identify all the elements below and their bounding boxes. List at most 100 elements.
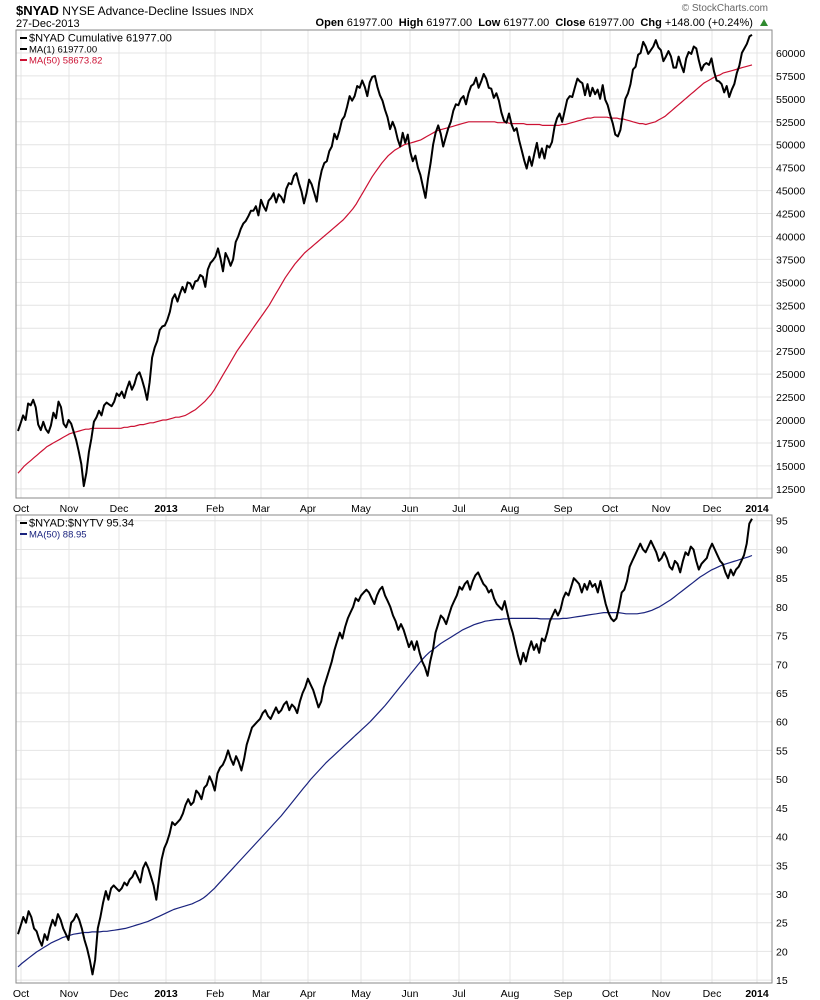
quote-high-label: High xyxy=(398,17,424,29)
chart-panel-1: 12500 15000 17500 20000 22500 25000 27500 30000… xyxy=(13,29,805,515)
legend-label: $NYAD:$NYTV 95.34 xyxy=(29,518,134,530)
x-tick-label: Dec xyxy=(703,988,722,1000)
chart-title: $NYAD NYSE Advance-Decline Issues INDX xyxy=(16,3,254,18)
y-tick-label: 65 xyxy=(776,688,788,700)
series-line-ma-50- xyxy=(17,554,753,968)
x-tick-label: Nov xyxy=(60,503,79,515)
y-tick-label: 32500 xyxy=(776,300,805,312)
y-tick-label: 27500 xyxy=(776,346,805,358)
x-tick-label: Sep xyxy=(554,503,573,515)
y-tick-label: 37500 xyxy=(776,254,805,266)
source-credit: © StockCharts.com xyxy=(681,3,768,14)
plot-border xyxy=(15,514,773,984)
x-tick-label: Mar xyxy=(252,503,271,515)
x-tick-label: Feb xyxy=(206,988,224,1000)
y-tick-label: 75 xyxy=(776,631,788,643)
series-line-ma-50- xyxy=(17,64,753,474)
legend-label: MA(50) 88.95 xyxy=(29,530,87,541)
y-tick-label: 85 xyxy=(776,573,788,585)
x-tick-label: May xyxy=(351,988,372,1000)
y-tick-label: 30 xyxy=(776,889,788,901)
y-tick-label: 50000 xyxy=(776,140,805,152)
series-line--nyad xyxy=(17,33,753,488)
y-tick-label: 52500 xyxy=(776,117,805,129)
x-tick-label: Nov xyxy=(652,988,671,1000)
x-tick-label: Aug xyxy=(501,503,520,515)
y-tick-label: 55000 xyxy=(776,94,805,106)
x-tick-label: Oct xyxy=(13,503,29,515)
y-tick-label: 80 xyxy=(776,602,788,614)
chart-date: 27-Dec-2013 xyxy=(16,18,80,30)
x-tick-label: 2014 xyxy=(745,988,769,1000)
x-tick-label: Oct xyxy=(13,988,29,1000)
plot-border xyxy=(15,29,773,499)
y-tick-label: 25000 xyxy=(776,369,805,381)
y-tick-label: 17500 xyxy=(776,438,805,450)
symbol-name: NYSE Advance-Decline Issues xyxy=(62,4,227,18)
x-tick-label: Dec xyxy=(110,503,129,515)
y-tick-label: 12500 xyxy=(776,484,805,496)
y-tick-label: 35000 xyxy=(776,277,805,289)
quote-chg-value: +148.00 (+0.24%) xyxy=(664,17,753,29)
symbol: $NYAD xyxy=(16,3,59,18)
y-tick-label: 15000 xyxy=(776,461,805,473)
x-tick-label: Jun xyxy=(402,988,419,1000)
y-tick-label: 50 xyxy=(776,774,788,786)
y-tick-label: 57500 xyxy=(776,71,805,83)
y-tick-label: 95 xyxy=(776,516,788,528)
quote-open-value: 61977.00 xyxy=(346,17,393,29)
exchange: INDX xyxy=(229,7,254,18)
y-tick-label: 60 xyxy=(776,717,788,729)
x-tick-label: Nov xyxy=(60,988,79,1000)
x-tick-label: May xyxy=(351,503,372,515)
x-tick-label: Mar xyxy=(252,988,271,1000)
x-tick-label: Apr xyxy=(300,988,317,1000)
quote-open-label: Open xyxy=(315,17,344,29)
chart-header: $NYAD NYSE Advance-Decline Issues INDX 2… xyxy=(16,3,772,33)
quote-low-value: 61977.00 xyxy=(503,17,550,29)
y-tick-label: 45000 xyxy=(776,186,805,198)
x-tick-label: Aug xyxy=(501,988,520,1000)
y-tick-label: 20 xyxy=(776,946,788,958)
y-tick-label: 35 xyxy=(776,860,788,872)
chart-panel-2: 15 20 25 30 35 40 45 50 55 60 65 70 75 80 85 90 95 Oct Nov… xyxy=(13,514,788,1000)
x-tick-label: Dec xyxy=(110,988,129,1000)
quote-close-label: Close xyxy=(555,17,586,29)
x-tick-label: Nov xyxy=(652,503,671,515)
series-line--nyad-nytv xyxy=(17,518,753,976)
x-tick-label: Jul xyxy=(452,988,465,1000)
y-tick-label: 20000 xyxy=(776,415,805,427)
x-tick-label: 2013 xyxy=(154,988,178,1000)
x-tick-label: Dec xyxy=(703,503,722,515)
quote-high-value: 61977.00 xyxy=(426,17,473,29)
legend-label: MA(1) 61977.00 xyxy=(29,45,97,56)
y-tick-label: 22500 xyxy=(776,392,805,404)
x-tick-label: Oct xyxy=(602,503,618,515)
y-tick-label: 55 xyxy=(776,745,788,757)
legend-label: MA(50) 58673.82 xyxy=(29,56,102,67)
quote-chg-label: Chg xyxy=(640,17,662,29)
plot-area xyxy=(16,30,772,498)
y-tick-label: 30000 xyxy=(776,323,805,335)
quote-low-label: Low xyxy=(478,17,501,29)
x-tick-label: Sep xyxy=(554,988,573,1000)
up-arrow-icon xyxy=(760,19,768,26)
y-tick-label: 47500 xyxy=(776,163,805,175)
x-tick-label: Oct xyxy=(602,988,618,1000)
x-tick-label: Jul xyxy=(452,503,465,515)
legend-label: $NYAD Cumulative 61977.00 xyxy=(29,33,172,45)
x-tick-label: Apr xyxy=(300,503,317,515)
y-tick-label: 70 xyxy=(776,659,788,671)
y-tick-label: 90 xyxy=(776,544,788,556)
x-tick-label: 2013 xyxy=(154,503,178,515)
y-tick-label: 15 xyxy=(776,975,788,987)
y-tick-label: 25 xyxy=(776,918,788,930)
y-tick-label: 40 xyxy=(776,832,788,844)
plot-area xyxy=(16,515,772,983)
x-tick-label: 2014 xyxy=(745,503,769,515)
x-tick-label: Jun xyxy=(402,503,419,515)
y-tick-label: 40000 xyxy=(776,231,805,243)
quote-close-value: 61977.00 xyxy=(588,17,635,29)
y-tick-label: 42500 xyxy=(776,209,805,221)
